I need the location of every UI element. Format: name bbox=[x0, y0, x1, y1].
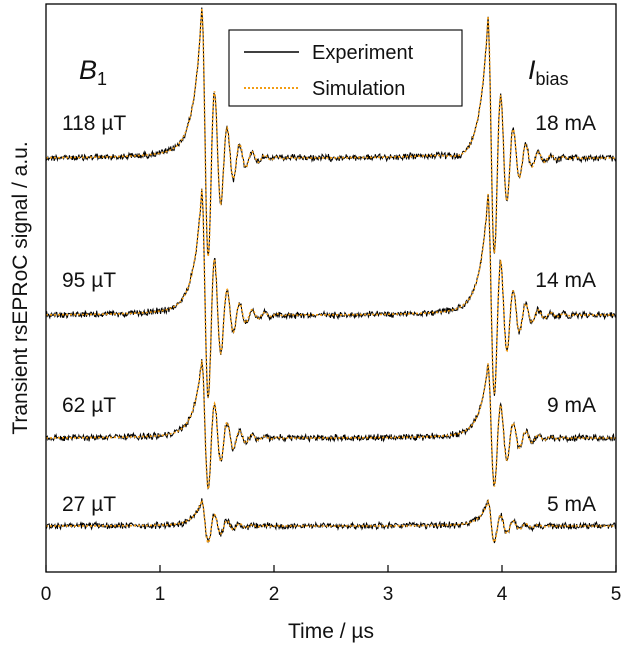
ibias-label-0: 18 mA bbox=[535, 112, 596, 135]
x-tick-label-5: 5 bbox=[611, 584, 621, 605]
ibias-label-3: 5 mA bbox=[547, 493, 596, 516]
b1-label-1: 95 µT bbox=[62, 269, 116, 292]
simulation-trace-2 bbox=[46, 360, 616, 493]
b1-symbol: B bbox=[79, 55, 97, 85]
ibias-column-label: Ibias bbox=[528, 55, 569, 89]
simulation-trace-1 bbox=[46, 189, 616, 398]
y-axis-label: Transient rsEPRoC signal / a.u. bbox=[9, 141, 32, 434]
ibias-subscript: bias bbox=[536, 69, 569, 89]
x-tick-label-2: 2 bbox=[269, 584, 280, 605]
legend-box bbox=[228, 29, 463, 107]
x-tick-label-0: 0 bbox=[41, 584, 52, 605]
x-tick-label-1: 1 bbox=[155, 584, 166, 605]
experiment-trace-3 bbox=[45, 498, 617, 544]
ibias-symbol: I bbox=[528, 55, 536, 85]
traces-layer: 118 µT 18 mA 95 µT 14 mA 62 µT 9 mA 27 µT 5 mA bbox=[45, 7, 617, 545]
simulation-trace-3 bbox=[46, 498, 616, 545]
ibias-label-2: 9 mA bbox=[547, 394, 596, 417]
legend: Experiment Simulation bbox=[228, 29, 463, 107]
b1-label-2: 62 µT bbox=[62, 394, 116, 417]
ibias-label-1: 14 mA bbox=[535, 269, 596, 292]
experiment-trace-1 bbox=[45, 188, 617, 399]
plot-frame bbox=[45, 3, 617, 573]
x-tick-label-3: 3 bbox=[383, 584, 394, 605]
simulation-trace-0 bbox=[46, 8, 616, 257]
x-axis-ticks: 0 1 2 3 4 5 bbox=[41, 565, 621, 605]
legend-label-experiment: Experiment bbox=[312, 42, 414, 64]
experiment-trace-2 bbox=[45, 358, 617, 490]
legend-label-simulation: Simulation bbox=[312, 78, 405, 100]
b1-label-0: 118 µT bbox=[62, 112, 126, 135]
b1-subscript: 1 bbox=[97, 69, 107, 89]
x-axis-label: Time / µs bbox=[288, 620, 374, 643]
b1-label-3: 27 µT bbox=[62, 493, 116, 516]
b1-column-label: B1 bbox=[79, 55, 107, 89]
experiment-trace-0 bbox=[45, 7, 617, 256]
x-tick-label-4: 4 bbox=[497, 584, 508, 605]
